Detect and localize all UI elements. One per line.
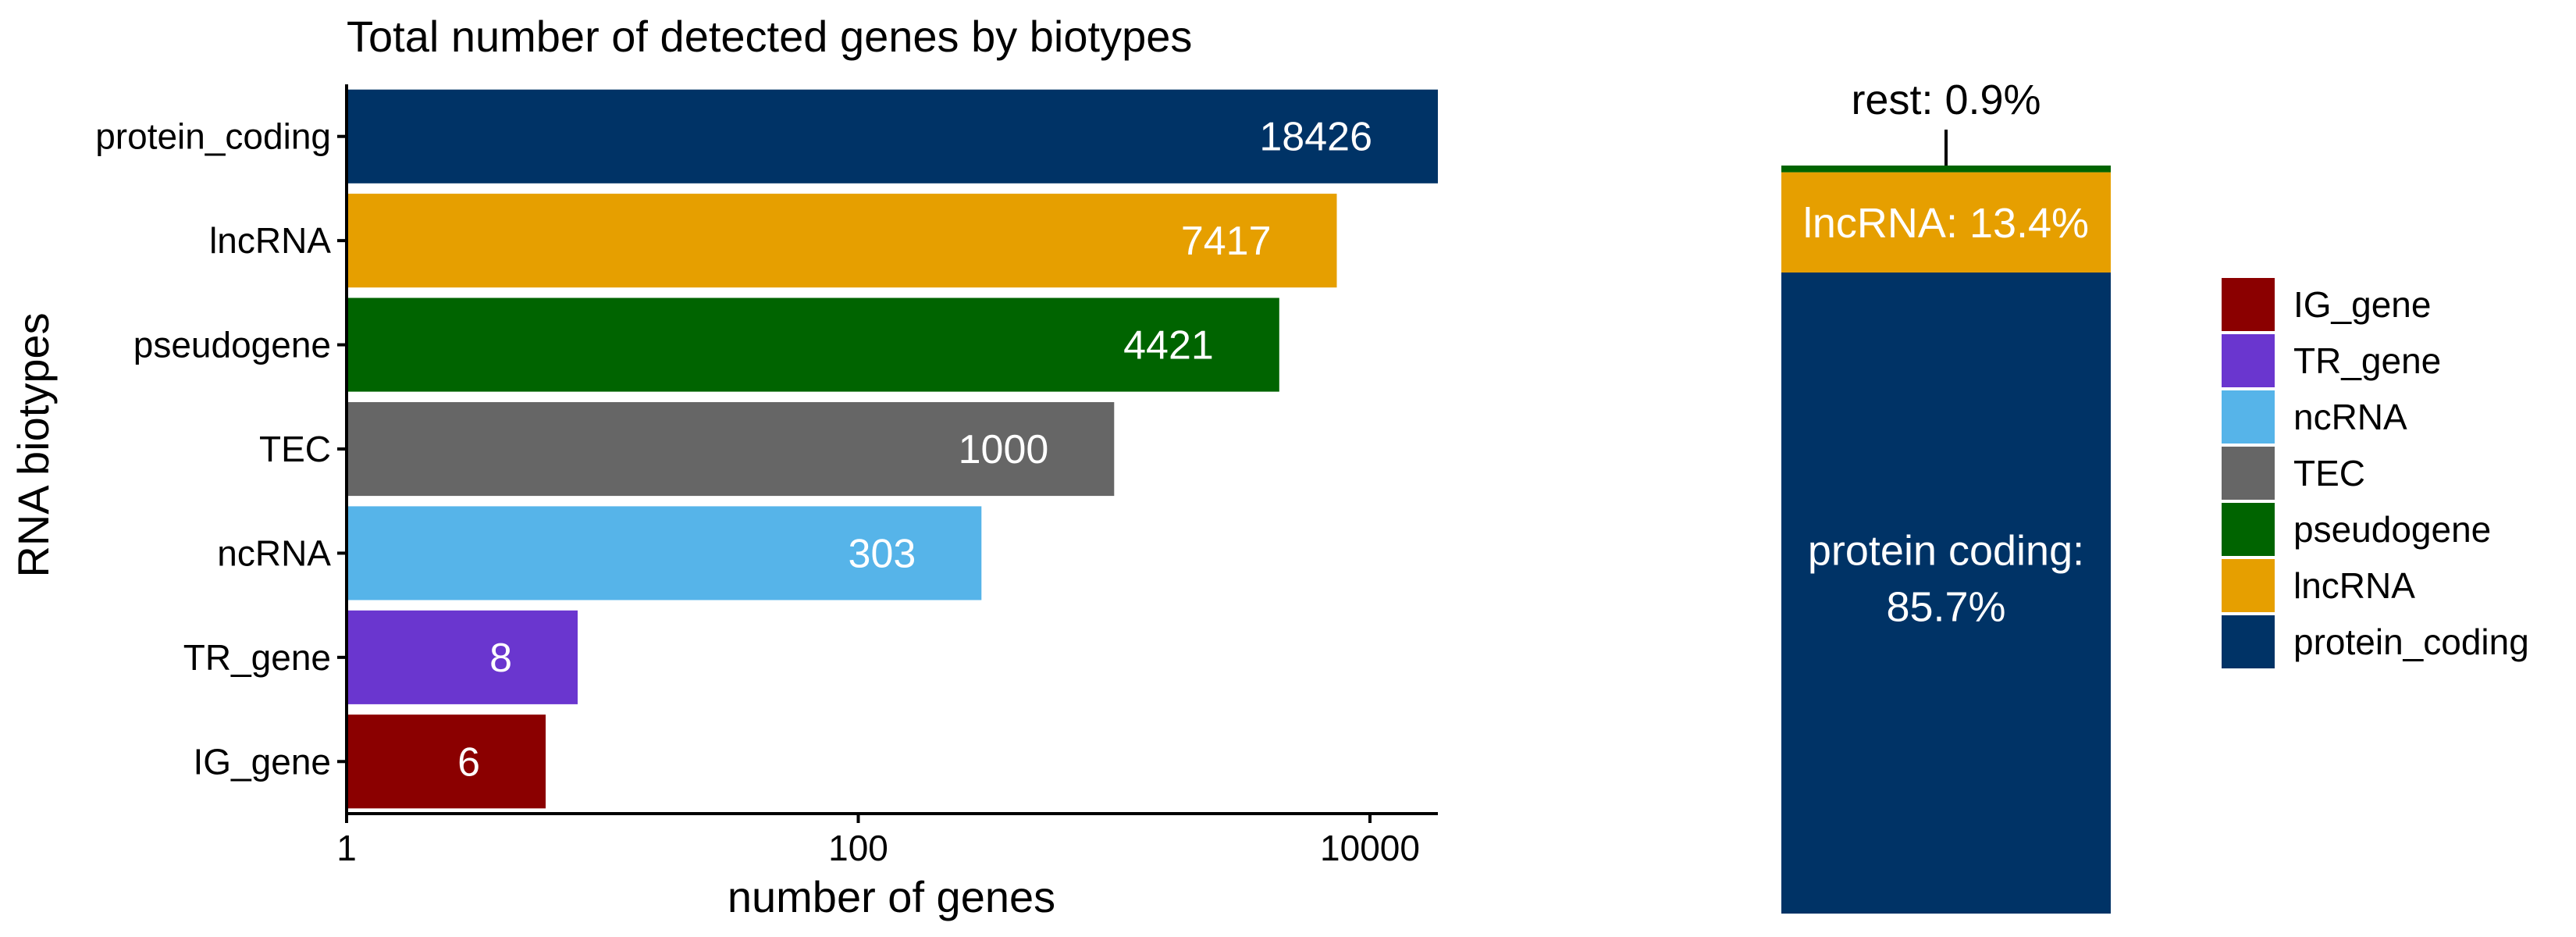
bar-pseudogene	[347, 297, 1279, 392]
bar-value-label: 7417	[1181, 219, 1272, 264]
y-tick-label: ncRNA	[217, 533, 331, 573]
legend-label: lncRNA	[2293, 565, 2415, 606]
bar-value-label: 8	[489, 636, 512, 681]
stacked-bar: protein coding: 85.7% lncRNA: 13.4% rest: 0…	[1781, 77, 2111, 914]
bar-IG_gene	[347, 714, 546, 809]
stack-segment-lncRNA	[1781, 172, 2111, 273]
y-tick-label: TR_gene	[183, 637, 331, 678]
legend: IG_gene TR_gene ncRNA TEC pseudogene lncRNA pr…	[2222, 278, 2529, 668]
x-tick-label: 100	[828, 828, 888, 868]
x-axis-title: number of genes	[728, 872, 1055, 921]
y-tick-label: pseudogene	[133, 325, 331, 365]
legend-label: protein_coding	[2293, 622, 2529, 662]
stack-label-protein-coding-value: 85.7%	[1886, 584, 2005, 631]
y-axis-title: RNA biotypes	[9, 312, 58, 577]
bar-value-label: 303	[849, 531, 916, 576]
legend-key-TEC	[2222, 447, 2275, 500]
legend-key-ncRNA	[2222, 390, 2275, 444]
bar-ncRNA	[347, 506, 982, 600]
bar-chart-axes: protein_coding lncRNA pseudogene TEC ncRNA TR…	[95, 84, 1438, 868]
bar-value-label: 18426	[1259, 115, 1372, 160]
bar-chart-bars: 18426 7417 4421 1000 303 8 6	[347, 89, 1438, 809]
bar-TEC	[347, 402, 1115, 497]
y-tick-label: lncRNA	[209, 220, 331, 261]
stack-label-protein-coding: protein coding:	[1808, 528, 2084, 575]
legend-label: IG_gene	[2293, 284, 2431, 325]
chart-title: Total number of detected genes by biotyp…	[347, 12, 1192, 61]
bar-TR_gene	[347, 610, 578, 704]
legend-label: pseudogene	[2293, 509, 2491, 550]
legend-label: ncRNA	[2293, 397, 2407, 437]
legend-key-protein_coding	[2222, 615, 2275, 668]
x-tick-label: 1	[336, 828, 357, 868]
bar-lncRNA	[347, 194, 1337, 288]
bar-protein_coding	[347, 89, 1438, 183]
x-tick-label: 10000	[1320, 828, 1420, 868]
legend-label: TR_gene	[2293, 340, 2441, 381]
legend-key-TR_gene	[2222, 334, 2275, 387]
legend-key-pseudogene	[2222, 503, 2275, 556]
stack-segment-protein_coding	[1781, 273, 2111, 914]
y-tick-label: TEC	[259, 429, 331, 469]
y-tick-label: IG_gene	[194, 741, 331, 782]
bar-value-label: 6	[457, 739, 480, 785]
legend-label: TEC	[2293, 453, 2365, 493]
bar-value-label: 4421	[1123, 323, 1214, 369]
y-tick-label: protein_coding	[95, 116, 331, 157]
stack-label-lncrna: lncRNA: 13.4%	[1803, 200, 2089, 247]
bar-value-label: 1000	[959, 427, 1049, 472]
stack-segment-pseudogene	[1781, 166, 2111, 173]
legend-key-IG_gene	[2222, 278, 2275, 331]
stack-label-rest: rest: 0.9%	[1851, 77, 2041, 123]
legend-key-lncRNA	[2222, 559, 2275, 612]
